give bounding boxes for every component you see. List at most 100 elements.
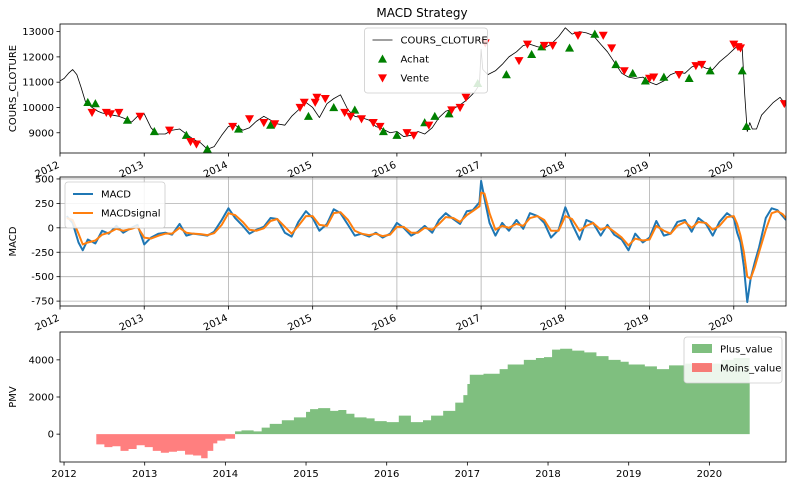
legend-label: MACDsignal [101,209,161,220]
vente-marker [461,93,471,102]
achat-marker [640,76,650,85]
vente-marker [447,106,457,115]
achat-marker [202,144,212,153]
vente-marker [87,108,97,118]
vente-marker [409,131,419,140]
vente-marker [340,108,350,118]
legend: Plus_value Moins_value [683,336,783,384]
achat-marker [628,68,638,77]
x-tick-label: 2012 [51,469,76,480]
achat-marker [149,127,159,136]
achat-marker [329,102,339,112]
figure-title: MACD Strategy [376,6,467,20]
achat-marker [122,115,132,124]
panel-3: 4000 2000 0 2012 2013 2014 2015 2016 2017 2018 201… [8,331,787,480]
chart-panels: 9000 10000 11000 12000 13000 2012 2013 2014 2015… [8,23,787,480]
vente-marker [320,95,330,104]
y-tick-label: 0 [48,430,54,441]
line-cours-cloture [60,27,786,150]
axes-frame [59,176,787,307]
vente-marker [573,31,583,40]
achat-marker [501,70,511,79]
vente-marker [619,67,629,76]
achat-marker [266,120,276,129]
vente-marker [357,115,367,124]
achat-marker [378,127,388,136]
achat-marker [181,130,191,139]
achat-marker [659,72,669,81]
legend-label: Plus_value [720,345,773,356]
y-tick-label: -250 [31,248,54,259]
legend-swatch-patch [692,344,712,353]
x-tick-label: 2018 [539,313,567,334]
achat-marker [392,130,402,139]
legend-swatch-marker [378,54,387,63]
vente-marker [270,120,280,129]
y-tick-label: 4000 [29,355,54,366]
vente-marker [186,138,196,147]
legend-label: Moins_value [720,364,781,375]
x-tick-label: 2014 [213,469,238,480]
vente-marker [114,108,124,118]
achat-marker [527,49,537,58]
vente-marker [598,31,608,40]
vente-marker [736,44,746,53]
achat-marker [741,121,751,131]
y-tick-label: 9000 [29,128,54,139]
vente-marker [245,115,255,124]
vente-marker [368,119,378,128]
x-tick-label: 2020 [697,469,722,480]
x-tick-label: 2016 [370,313,398,334]
vente-marker [259,119,269,128]
vente-marker [375,122,385,131]
legend: MACD MACDsignal [64,181,166,229]
area-moins-value [90,434,236,459]
vente-marker [295,103,305,112]
vente-marker [346,112,356,121]
plot-area [90,348,750,459]
y-axis-label: MACD [8,226,19,256]
legend-label: COURS_CLOTURE [401,36,488,47]
vente-marker [424,121,434,130]
legend-swatch-patch [692,363,712,372]
vente-marker [312,93,322,102]
achat-marker [611,59,621,69]
x-tick-label: 2019 [623,313,651,334]
x-tick-label: 2015 [286,313,314,334]
achat-marker [234,124,244,133]
x-tick-label: 2015 [293,469,318,480]
vente-marker [539,41,549,50]
achat-marker [444,109,454,118]
vente-marker [607,44,617,53]
line-macdsignal [66,191,786,280]
y-tick-label: 13000 [22,27,54,38]
achat-marker [565,43,575,52]
axes-frame [59,23,787,154]
vente-marker [691,62,701,71]
y-tick-label: 10000 [22,103,54,114]
x-tick-label: 2017 [455,469,480,480]
vente-marker [649,73,659,82]
vente-marker [455,103,465,112]
x-tick-label: 2017 [455,313,483,334]
y-tick-label: -750 [31,297,54,308]
achat-marker [705,66,715,75]
x-tick-label: 2014 [202,313,230,334]
vente-marker [729,40,739,49]
vente-marker [191,140,201,149]
x-tick-label: 2018 [535,469,560,480]
achat-marker [430,111,440,120]
vente-marker [310,98,320,107]
achat-marker [684,73,694,82]
x-tick-label: 2012 [34,313,62,334]
achat-marker [83,97,93,107]
plot-area [60,27,786,153]
vente-marker [299,98,309,107]
y-tick-label: 12000 [22,52,54,63]
achat-marker [303,111,313,120]
plot-area [65,179,786,304]
vente-marker [135,112,145,121]
x-tick-label: 2019 [616,469,641,480]
